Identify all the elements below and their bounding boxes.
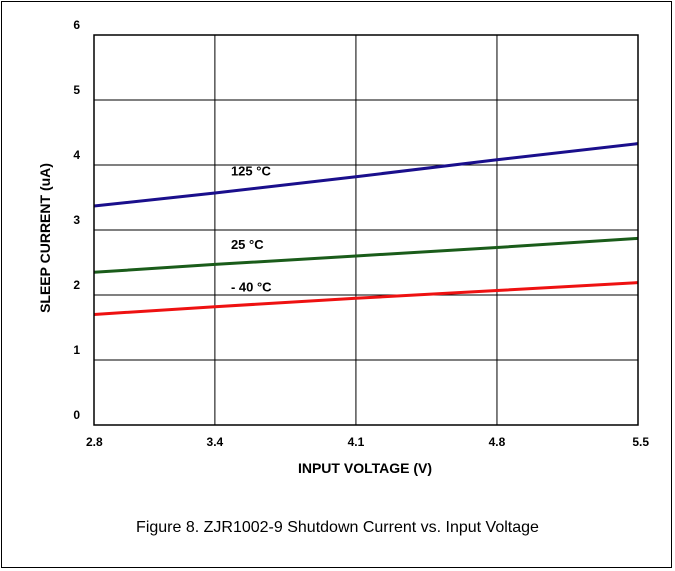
line-chart: 0 1 2 3 4 5 6 2.8 3.4 4.1 4.8 5.5 125 °C 25 °C - 40 …: [37, 18, 649, 476]
series-line: [93, 281, 639, 316]
x-axis-label: INPUT VOLTAGE (V): [298, 460, 432, 476]
x-tick-labels: 2.8 3.4 4.1 4.8 5.5: [86, 435, 649, 449]
y-tick-labels: 0 1 2 3 4 5 6: [73, 18, 80, 422]
x-tick-label: 4.1: [348, 435, 365, 449]
series-lines: [93, 142, 639, 316]
series-labels: 125 °C 25 °C - 40 °C: [231, 163, 272, 294]
series-label: 125 °C: [231, 163, 272, 178]
x-tick-label: 3.4: [207, 435, 224, 449]
y-tick-label: 5: [73, 83, 80, 97]
series-line: [93, 236, 639, 274]
y-tick-label: 6: [73, 18, 80, 32]
grid-lines: [93, 34, 639, 426]
x-tick-label: 2.8: [86, 435, 103, 449]
y-tick-label: 0: [73, 408, 80, 422]
plot-area-border: [93, 34, 639, 426]
y-tick-label: 3: [73, 213, 80, 227]
series-line: [93, 142, 639, 208]
x-tick-label: 4.8: [489, 435, 506, 449]
series-label: 25 °C: [231, 237, 264, 252]
figure-caption: Figure 8. ZJR1002-9 Shutdown Current vs.…: [136, 519, 539, 536]
y-tick-label: 4: [73, 148, 80, 162]
x-tick-label: 5.5: [632, 435, 649, 449]
series-label: - 40 °C: [231, 279, 272, 294]
y-tick-label: 2: [73, 278, 80, 292]
y-axis-label: SLEEP CURRENT (uA): [37, 163, 53, 313]
y-tick-label: 1: [73, 343, 80, 357]
